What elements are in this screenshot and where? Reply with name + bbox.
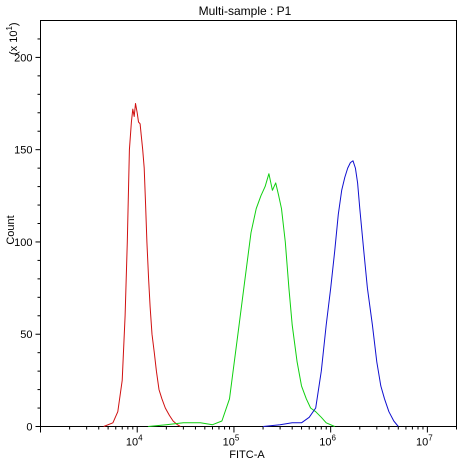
series-line-2 (148, 173, 335, 427)
series-line-3 (263, 160, 399, 427)
y-tick-label: 50 (20, 329, 32, 341)
y-tick-label: 200 (14, 52, 32, 64)
y-scale-exponent: 1 (5, 26, 14, 31)
series-line-1 (103, 103, 181, 427)
x-tick-label: 106 (319, 434, 336, 449)
x-tick-label: 104 (126, 434, 143, 449)
x-tick-label: 105 (223, 434, 240, 449)
svg-text:(x 101): (x 101) (5, 22, 20, 55)
y-scale-note: (x 101) (5, 22, 20, 55)
chart-title: Multi-sample : P1 (199, 4, 292, 18)
y-tick-label: 0 (26, 422, 32, 434)
y-tick-label: 100 (14, 237, 32, 249)
y-scale-suffix: ) (8, 22, 20, 26)
y-tick-label: 150 (14, 145, 32, 157)
y-scale-prefix: (x 10 (8, 31, 20, 55)
y-axis-label: Count (5, 215, 17, 244)
series-lines (103, 103, 399, 427)
x-tick-label: 107 (416, 434, 433, 449)
plot-frame (40, 20, 457, 427)
x-axis-label: FITC-A (229, 449, 265, 461)
x-axis-ticks: 104 105 106 107 (40, 426, 457, 449)
y-axis-ticks: 0 50 100 150 200 (14, 38, 41, 434)
